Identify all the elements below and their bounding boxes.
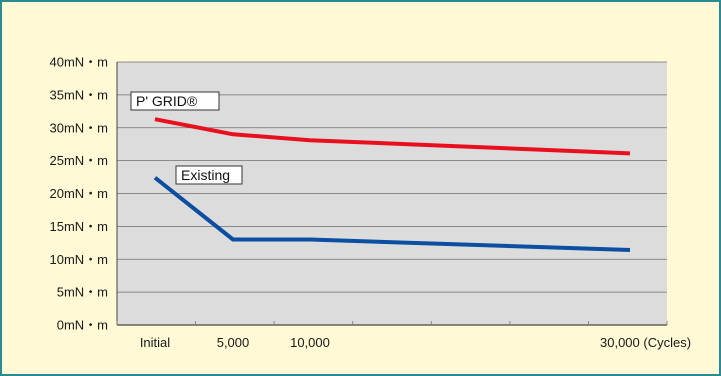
svg-text:P' GRID®: P' GRID® (136, 93, 198, 109)
series-lines (153, 117, 631, 252)
y-tick-label: 15mN・m (49, 219, 108, 234)
series-labels: P' GRID® Existing (130, 91, 243, 185)
y-tick-label: 35mN・m (49, 87, 108, 102)
y-tick-label: 10mN・m (49, 252, 108, 267)
y-tick-label: 20mN・m (49, 186, 108, 201)
y-tick-label: 30mN・m (49, 120, 108, 135)
y-tick-label: 40mN・m (49, 55, 108, 70)
series-line-pgrid (154, 117, 631, 156)
y-axis-ticks: 0mN・m 5mN・m 10mN・m 15mN・m 20mN・m 25mN・m 30mN・m… (49, 55, 108, 333)
svg-text:Existing: Existing (181, 167, 230, 183)
series-label-pgrid: P' GRID® (130, 91, 220, 111)
x-tick-label: 5,000 (217, 335, 250, 350)
x-tick-label: 30,000 (Cycles) (600, 335, 691, 350)
x-tick-label: 10,000 (290, 335, 330, 350)
x-minor-ticks (116, 321, 668, 325)
x-axis-ticks: Initial 5,000 10,000 30,000 (Cycles) (140, 335, 691, 350)
y-tick-label: 5mN・m (57, 285, 108, 300)
x-tick-label: Initial (140, 335, 170, 350)
y-tick-label: 0mN・m (57, 318, 108, 333)
y-tick-label: 25mN・m (49, 153, 108, 168)
series-label-existing: Existing (175, 165, 243, 185)
series-line-existing (153, 176, 631, 252)
